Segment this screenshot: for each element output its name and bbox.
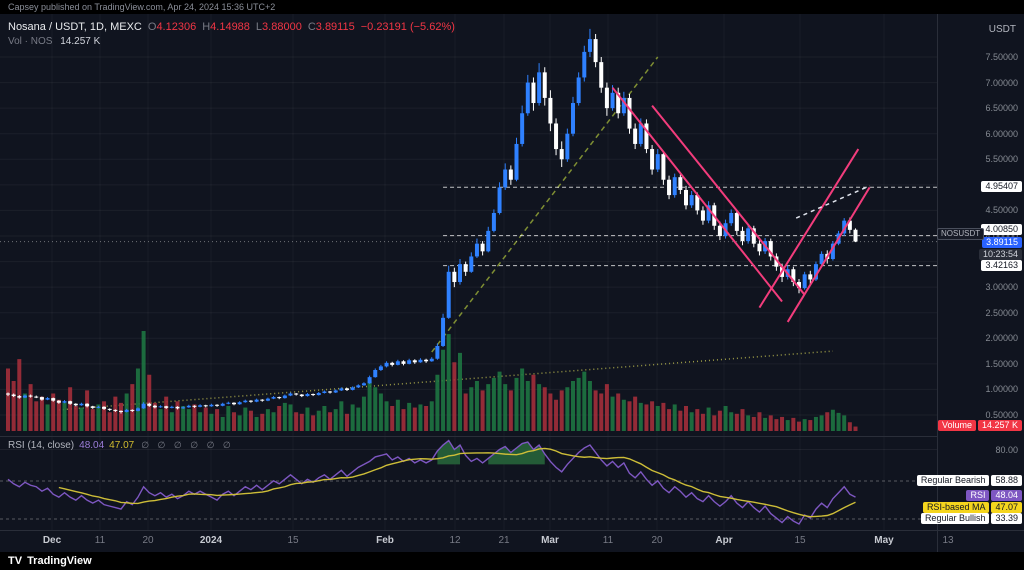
price-tick: 6.50000 [985,103,1018,114]
high-label: H [202,21,211,33]
main-legend: Nosana / USDT, 1D, MEXC O4.12306 H4.14988 L… [8,21,455,33]
time-tick: 15 [287,535,299,546]
price-line-symbol-label: NOSUSDT [937,228,985,240]
price-level-label: 4.00850 [981,223,1022,235]
volume-axis-value: 14.257 K [977,420,1022,431]
high-value: 4.14988 [210,21,250,33]
time-tick: 20 [651,535,663,546]
rsi-axis-row: RSI 48.04 [966,490,1022,501]
rsi-ma-value: 47.07 [109,440,135,451]
price-tick: 0.50000 [985,410,1018,420]
price-axis[interactable]: USDT 7.50000 7.00000 6.50000 6.00000 5.50000… [916,14,1024,530]
open-label: O [147,21,157,33]
volume-axis-label: Volume [937,420,976,431]
time-tick: 15 [794,535,806,546]
price-tick: 4.00000 [985,231,1018,241]
symbol-title[interactable]: Nosana / USDT, 1D, MEXC [8,21,142,33]
rsi-legend: RSI (14, close) 48.04 47.07 ∅ ∅ ∅ ∅ ∅ ∅ [8,440,234,451]
tradingview-brand[interactable]: TradingView [27,555,92,567]
publish-bar: Capsey published on TradingView.com, Apr… [0,0,1024,14]
time-tick: May [874,535,894,546]
rsi-axis-row: RSI-based MA 47.07 [922,502,1022,513]
volume-study-value: 14.257 K [60,36,101,47]
time-tick: 12 [449,535,461,546]
price-tick: 6.00000 [985,128,1018,139]
price-tick: 7.00000 [985,77,1018,88]
rsi-axis-name: Regular Bearish [916,475,990,486]
time-tick: 11 [94,535,106,546]
time-tick: 21 [498,535,510,546]
rsi-axis-name: RSI [966,490,990,501]
low-label: L [255,21,263,33]
rsi-study-label[interactable]: RSI (14, close) [8,440,75,451]
price-tick: 4.50000 [985,205,1018,216]
rsi-axis-value: 58.88 [991,475,1022,486]
last-price-label: 3.89115 [982,236,1022,248]
time-tick: 13 [942,535,954,546]
rsi-axis-value: 33.39 [991,513,1022,524]
countdown-label: 10:23:54 [978,248,1022,260]
close-value: 3.89115 [315,21,355,33]
rsi-axis-name: Regular Bullish [920,513,990,524]
time-tick: Apr [715,535,733,546]
price-tick: 7.50000 [985,52,1018,62]
footer-bar: TV TradingView [0,552,1024,570]
volume-study-label: Vol · NOS [8,36,53,47]
rsi-axis-name: RSI-based MA [922,502,990,513]
price-tick: 2.50000 [985,307,1018,318]
rsi-axis-value: 48.04 [991,490,1022,501]
price-level-label: 4.95407 [981,181,1022,193]
time-tick: Mar [541,535,559,546]
rsi-study-value: 48.04 [79,440,105,451]
time-tick: 20 [142,535,154,546]
axis-currency-label: USDT [988,24,1016,35]
open-value: 4.12306 [156,21,197,33]
volume-legend: Vol · NOS 14.257 K [8,36,100,47]
rsi-axis-value: 47.07 [991,502,1022,513]
price-tick: 3.00000 [985,282,1018,293]
time-axis[interactable]: Dec 11 20 2024 15 Feb 12 21 Mar 11 20 Apr 15 May 13 [0,530,1024,552]
rsi-axis-row: Regular Bullish 33.39 [920,513,1022,524]
price-tick: 1.00000 [985,384,1018,395]
low-value: 3.88000 [262,21,302,33]
time-tick: 2024 [199,535,223,546]
change-value: −0.23191 (−5.62%) [360,21,455,33]
price-tick: 5.50000 [985,154,1018,165]
time-tick: Dec [42,535,62,546]
volume-axis-row: Volume 14.257 K [937,420,1022,431]
time-tick: Feb [376,535,394,546]
price-tick: 2.00000 [985,333,1018,344]
rsi-divergence-badges: ∅ ∅ ∅ ∅ ∅ ∅ [141,440,234,450]
publish-info: Capsey published on TradingView.com, Apr… [8,2,276,12]
tradingview-logo-icon[interactable]: TV [8,555,23,567]
price-level-label: 3.42163 [981,259,1022,271]
rsi-axis-row: Regular Bearish 58.88 [916,475,1022,486]
close-label: C [307,21,316,33]
time-tick: 11 [602,535,614,546]
rsi-top-tick: 80.00 [995,444,1018,455]
price-tick: 1.50000 [985,358,1018,369]
